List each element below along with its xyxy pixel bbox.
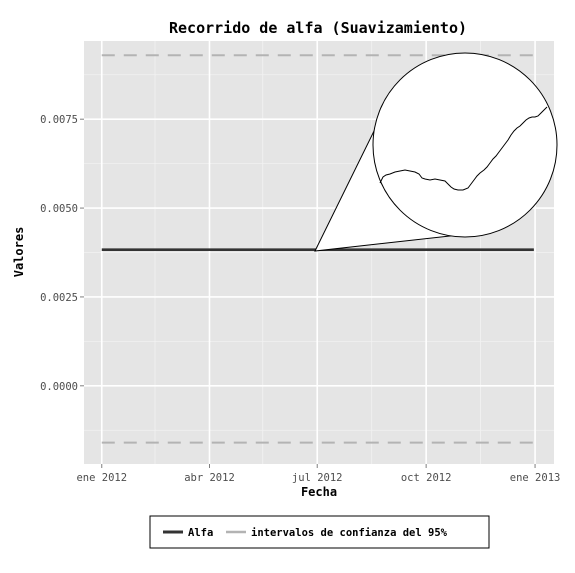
zoom-inset: [314, 52, 558, 252]
y-tick-label: 0.0050: [40, 203, 78, 215]
x-tick-label: ene 2012: [76, 472, 127, 484]
chart-title: Recorrido de alfa (Suavizamiento): [169, 19, 467, 37]
y-tick-label: 0.0000: [40, 381, 78, 393]
y-tick-label: 0.0075: [40, 114, 78, 126]
legend-label-intervalos: intervalos de confianza del 95%: [251, 527, 448, 539]
zoom-detail-line: [379, 106, 548, 191]
x-axis: ene 2012 abr 2012 jul 2012 oct 2012 ene 2013: [76, 464, 560, 484]
legend-box: [149, 515, 490, 549]
x-tick-label: oct 2012: [401, 472, 452, 484]
x-tick-label: jul 2012: [292, 472, 343, 484]
zoom-circle: [372, 52, 558, 238]
y-axis-title: Valores: [12, 227, 26, 278]
x-axis-title: Fecha: [301, 485, 337, 499]
legend: Alfa intervalos de confianza del 95%: [149, 515, 490, 549]
y-tick-label: 0.0025: [40, 292, 78, 304]
x-tick-label: abr 2012: [184, 472, 235, 484]
major-gridlines: [84, 41, 554, 464]
legend-label-alfa: Alfa: [188, 527, 213, 539]
y-axis: 0.0000 0.0025 0.0050 0.0075: [40, 114, 84, 393]
x-tick-label: ene 2013: [510, 472, 561, 484]
